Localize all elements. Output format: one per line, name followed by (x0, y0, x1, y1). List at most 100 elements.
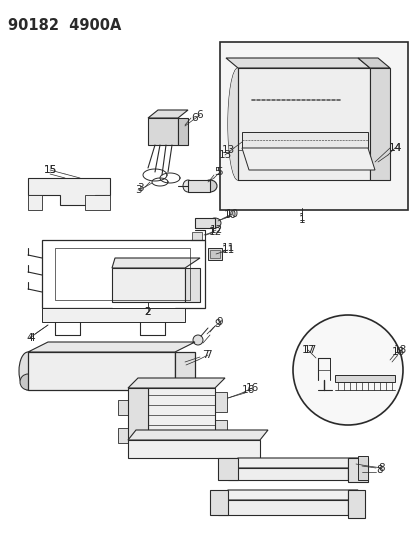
Text: 7: 7 (204, 350, 211, 360)
Circle shape (292, 315, 402, 425)
Polygon shape (128, 388, 147, 440)
Ellipse shape (228, 68, 247, 180)
Bar (242, 105, 367, 127)
Bar (214, 392, 226, 412)
Text: 12: 12 (209, 225, 222, 235)
Text: 8: 8 (376, 465, 382, 475)
Polygon shape (218, 500, 347, 515)
Text: 18: 18 (390, 347, 404, 357)
Text: 10: 10 (223, 210, 236, 220)
Polygon shape (112, 258, 199, 268)
Ellipse shape (209, 218, 221, 228)
Bar (315, 109, 359, 123)
Circle shape (20, 374, 36, 390)
Text: 6: 6 (196, 110, 203, 120)
Polygon shape (218, 490, 357, 500)
Circle shape (223, 470, 231, 478)
Circle shape (347, 504, 355, 512)
Bar (214, 420, 226, 440)
Text: 15: 15 (43, 165, 57, 175)
Text: 17: 17 (303, 345, 316, 355)
Polygon shape (28, 195, 42, 210)
Text: 14: 14 (387, 143, 401, 153)
Bar (219, 42, 407, 210)
Text: 2: 2 (144, 307, 151, 317)
Polygon shape (188, 180, 209, 192)
Text: 5: 5 (214, 167, 221, 177)
Polygon shape (347, 490, 364, 518)
Polygon shape (178, 118, 188, 145)
Polygon shape (225, 58, 369, 68)
Polygon shape (357, 456, 367, 480)
Polygon shape (128, 440, 259, 458)
Polygon shape (185, 268, 199, 302)
Circle shape (161, 277, 168, 283)
Text: 7: 7 (201, 350, 208, 360)
Text: 4: 4 (28, 333, 35, 343)
Ellipse shape (202, 180, 216, 192)
Bar (118, 428, 128, 443)
Circle shape (320, 76, 334, 90)
Polygon shape (218, 458, 237, 480)
Polygon shape (147, 118, 178, 145)
Bar (297, 76, 315, 88)
Text: 10: 10 (225, 209, 238, 219)
Polygon shape (347, 490, 357, 515)
Text: 3: 3 (136, 183, 143, 193)
Polygon shape (369, 68, 389, 180)
Text: 9: 9 (216, 317, 223, 327)
Polygon shape (347, 458, 367, 482)
Circle shape (192, 335, 202, 345)
Text: 16: 16 (241, 385, 254, 395)
Text: 90182  4900A: 90182 4900A (8, 18, 121, 33)
Bar (192, 232, 202, 240)
Polygon shape (347, 458, 357, 480)
Text: 6: 6 (191, 113, 198, 123)
Bar (152, 122, 158, 126)
Bar (48, 183, 73, 193)
Bar (118, 275, 159, 285)
Text: 13: 13 (221, 145, 234, 155)
Text: 16: 16 (245, 383, 258, 393)
Ellipse shape (183, 180, 192, 192)
Text: 11: 11 (221, 243, 234, 253)
Polygon shape (28, 352, 175, 390)
Text: 1: 1 (298, 213, 304, 223)
Bar (207, 248, 221, 260)
Bar (45, 360, 125, 370)
Polygon shape (228, 458, 357, 468)
Polygon shape (147, 388, 214, 440)
Ellipse shape (19, 352, 37, 390)
Polygon shape (237, 68, 369, 180)
Bar (118, 400, 128, 415)
Bar (118, 289, 159, 297)
Text: 8: 8 (378, 463, 385, 473)
Polygon shape (112, 268, 185, 302)
Circle shape (343, 470, 351, 478)
Polygon shape (357, 58, 389, 68)
Bar (118, 285, 180, 287)
Text: 17: 17 (301, 345, 314, 355)
Text: 11: 11 (221, 245, 234, 255)
Circle shape (169, 277, 175, 283)
Polygon shape (228, 468, 347, 480)
Polygon shape (334, 375, 394, 382)
Bar (252, 75, 293, 97)
Text: 4: 4 (26, 333, 33, 343)
Bar (152, 134, 158, 138)
Text: 14: 14 (387, 143, 401, 153)
Bar (209, 250, 219, 258)
Polygon shape (28, 342, 195, 352)
Polygon shape (128, 378, 224, 388)
Text: 5: 5 (216, 167, 223, 177)
Circle shape (176, 277, 182, 283)
Text: 2: 2 (144, 307, 151, 317)
Polygon shape (175, 352, 195, 390)
Polygon shape (128, 430, 267, 440)
Polygon shape (28, 178, 110, 205)
Bar (247, 72, 329, 100)
Polygon shape (42, 308, 185, 322)
Polygon shape (242, 132, 367, 148)
Polygon shape (242, 148, 374, 170)
Bar (247, 109, 307, 123)
